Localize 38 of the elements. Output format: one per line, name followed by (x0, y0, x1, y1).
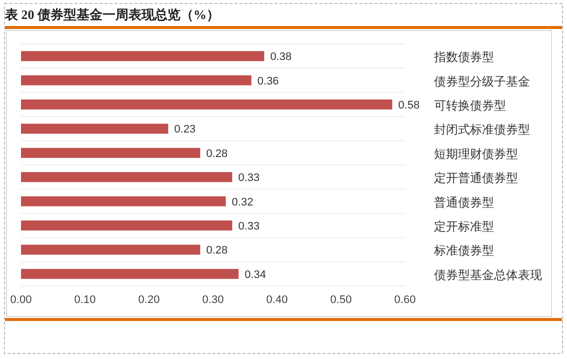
x-tick-label: 0.60 (394, 294, 416, 306)
bar (21, 148, 200, 158)
y-tick-label: 定开标准型 (434, 220, 494, 234)
bar (21, 51, 264, 62)
data-label: 0.33 (238, 220, 260, 232)
y-tick-label: 标准债券型 (433, 244, 494, 258)
y-tick-label: 封闭式标准债券型 (434, 122, 530, 137)
bar (21, 124, 168, 134)
y-tick-label: 短期理财债券型 (434, 146, 518, 161)
bar (21, 172, 232, 182)
y-tick-label: 可转换债券型 (434, 98, 506, 112)
y-tick-label: 定开普通债券型 (434, 171, 518, 186)
data-label: 0.28 (206, 244, 228, 257)
data-label: 0.23 (174, 124, 196, 136)
bar (21, 75, 252, 86)
data-label: 0.32 (232, 196, 254, 208)
y-tick-label: 债券型基金总体表现 (434, 268, 542, 282)
bar (21, 268, 239, 279)
data-label: 0.38 (270, 51, 292, 64)
x-tick-label: 0.20 (138, 294, 160, 306)
x-tick-label: 0.40 (266, 294, 288, 306)
x-tick-label: 0.10 (74, 294, 96, 306)
bar (21, 244, 200, 255)
y-tick-label: 指数债券型 (433, 50, 494, 64)
data-label: 0.36 (257, 75, 279, 88)
bar (21, 100, 392, 110)
chart-title: 表 20 债券型基金一周表现总览（%） (4, 7, 220, 22)
y-tick-label: 债券型分级子基金 (434, 74, 530, 88)
y-tick-label: 普通债券型 (434, 195, 494, 210)
data-label: 0.28 (206, 148, 228, 160)
bar (21, 220, 232, 230)
x-tick-label: 0.30 (202, 294, 224, 306)
bar (21, 196, 226, 206)
data-label: 0.33 (238, 172, 260, 184)
data-label: 0.58 (398, 100, 420, 112)
x-tick-label: 0.00 (10, 294, 32, 306)
x-tick-label: 0.50 (330, 294, 352, 306)
data-label: 0.34 (244, 268, 266, 281)
